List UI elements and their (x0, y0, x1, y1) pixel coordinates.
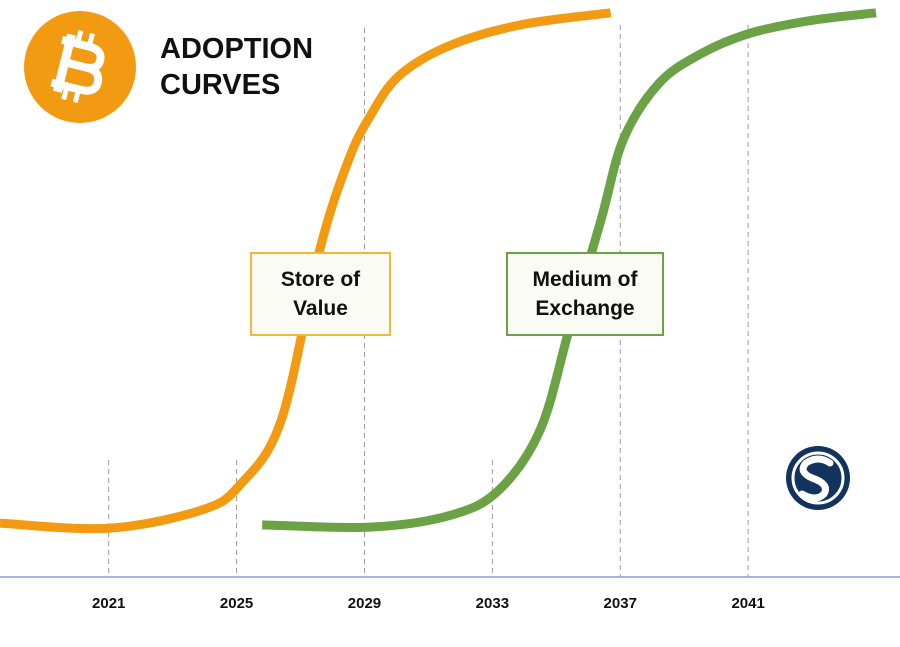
x-tick-label: 2041 (731, 595, 764, 612)
bitcoin-logo (24, 11, 136, 123)
annotation: Medium of Exchange (506, 252, 664, 336)
adoption-curve (0, 8, 612, 534)
x-tick-label: 2025 (220, 595, 253, 612)
annotation: Store of Value (250, 252, 391, 336)
chart-title: ADOPTION CURVES (160, 33, 314, 101)
x-tick-label: 2029 (348, 595, 381, 612)
x-tick-label: 2021 (92, 595, 125, 612)
x-tick-label: 2037 (604, 595, 637, 612)
adoption-curve (262, 8, 877, 533)
x-tick-label: 2033 (476, 595, 509, 612)
brand-logo (786, 446, 850, 510)
